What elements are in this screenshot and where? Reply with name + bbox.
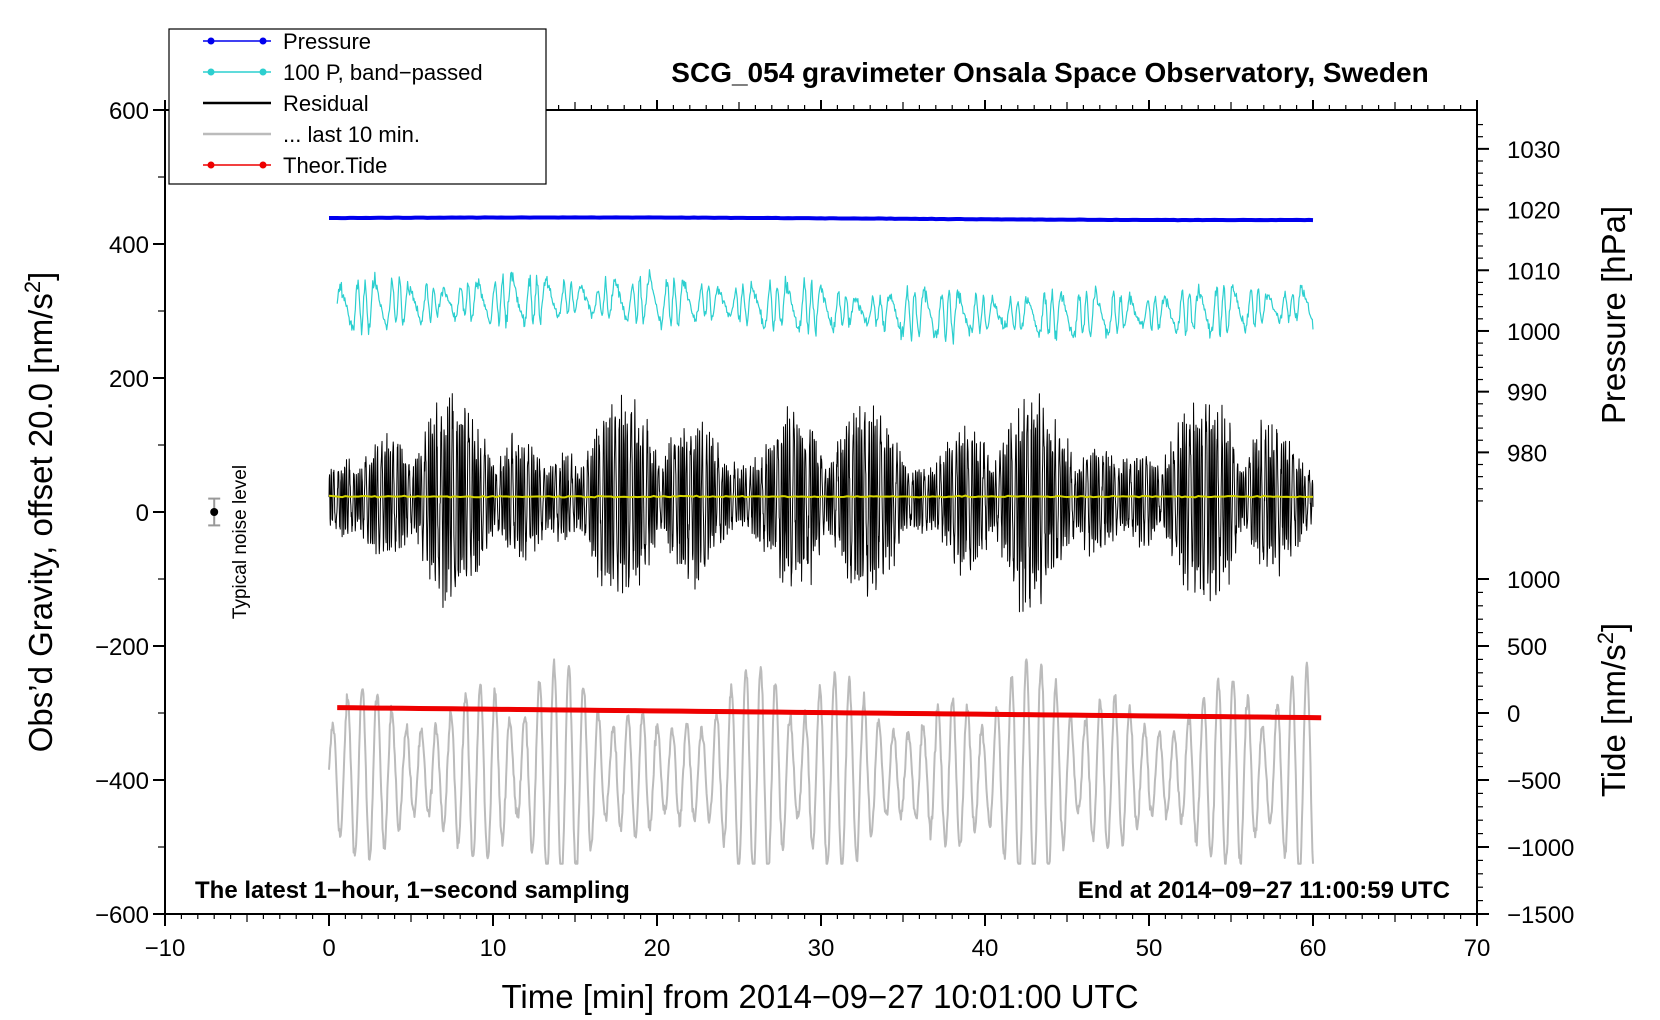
- series-last-10-min: [328, 658, 1314, 865]
- x-axis-title: Time [min] from 2014−09−27 10:01:00 UTC: [501, 978, 1138, 1015]
- legend-label: Pressure: [283, 29, 371, 54]
- legend: Pressure 100 P, band−passed Residual ... la…: [168, 28, 547, 185]
- legend-marker: [259, 68, 267, 76]
- noise-label: Typical noise level: [230, 465, 251, 619]
- series-residual-mean: [328, 494, 1314, 499]
- series-layer: [328, 215, 1322, 865]
- tide-title-main: Tide [nm/s: [1595, 644, 1632, 797]
- legend-box: [168, 28, 547, 185]
- legend-marker: [207, 68, 215, 76]
- x-tick-label: 10: [480, 935, 507, 962]
- legend-marker: [207, 37, 215, 45]
- chart-title: SCG_054 gravimeter Onsala Space Observat…: [671, 57, 1428, 88]
- tide-tick-label: −500: [1507, 768, 1561, 795]
- pressure-tick-label: 1000: [1507, 319, 1560, 346]
- legend-marker: [259, 161, 267, 169]
- pressure-tick-label: 1030: [1507, 137, 1560, 164]
- annotation-bottom-left: The latest 1−hour, 1−second sampling: [195, 877, 630, 904]
- x-tick-label: 30: [808, 935, 835, 962]
- y-left-tick-label: −600: [95, 902, 149, 929]
- legend-label: ... last 10 min.: [283, 122, 420, 147]
- x-tick-label: 20: [644, 935, 671, 962]
- y-left-tick-label: −400: [95, 768, 149, 795]
- y-left-axis-title: Obs’d Gravity, offset 20.0 [nm/s2]: [20, 272, 59, 753]
- y-left-tick-label: 200: [109, 366, 149, 393]
- pressure-axis-title: Pressure [hPa]: [1595, 206, 1632, 424]
- x-tick-label: 70: [1464, 935, 1491, 962]
- y-left-title-sup: 2: [20, 281, 45, 293]
- series-residual: [328, 393, 1314, 613]
- legend-label: Theor.Tide: [283, 153, 387, 178]
- tide-tick-label: 500: [1507, 634, 1547, 661]
- tide-tick-label: −1000: [1507, 835, 1574, 862]
- noise-level-indicator: Typical noise level: [208, 465, 251, 619]
- pressure-tick-label: 1010: [1507, 258, 1560, 285]
- axes-layer: −10 0 10 20 30 40 50 60 70−600−400−2000200400600…: [95, 98, 1574, 962]
- x-tick-label: 40: [972, 935, 999, 962]
- legend-label: Residual: [283, 91, 369, 116]
- y-left-title-main: Obs’d Gravity, offset 20.0 [nm/s: [22, 293, 59, 752]
- y-left-title-end: ]: [22, 272, 59, 281]
- series-theoretical-tide: [337, 705, 1322, 721]
- tide-tick-label: −1500: [1507, 902, 1574, 929]
- x-tick-label: 60: [1300, 935, 1327, 962]
- pressure-tick-label: 1020: [1507, 198, 1560, 225]
- tide-title-sup: 2: [1593, 632, 1618, 644]
- tide-tick-label: 0: [1507, 701, 1520, 728]
- annotation-bottom-right: End at 2014−09−27 11:00:59 UTC: [1078, 877, 1450, 904]
- pressure-tick-label: 980: [1507, 440, 1547, 467]
- series-pressure-bandpassed: [336, 269, 1314, 345]
- x-tick-label: 0: [322, 935, 335, 962]
- tide-axis-title: Tide [nm/s2]: [1593, 623, 1632, 797]
- tide-tick-label: 1000: [1507, 567, 1560, 594]
- series-pressure: [328, 215, 1314, 223]
- y-left-tick-label: 400: [109, 232, 149, 259]
- noise-dot: [210, 508, 219, 516]
- legend-marker: [259, 37, 267, 45]
- x-tick-label: −10: [145, 935, 186, 962]
- legend-label: 100 P, band−passed: [283, 60, 483, 85]
- pressure-title-text: Pressure [hPa]: [1595, 206, 1632, 424]
- y-left-tick-label: 600: [109, 98, 149, 125]
- y-left-tick-label: −200: [95, 634, 149, 661]
- legend-marker: [207, 161, 215, 169]
- pressure-tick-label: 990: [1507, 380, 1547, 407]
- y-left-tick-label: 0: [136, 500, 149, 527]
- x-tick-label: 50: [1136, 935, 1163, 962]
- tide-title-end: ]: [1595, 623, 1632, 632]
